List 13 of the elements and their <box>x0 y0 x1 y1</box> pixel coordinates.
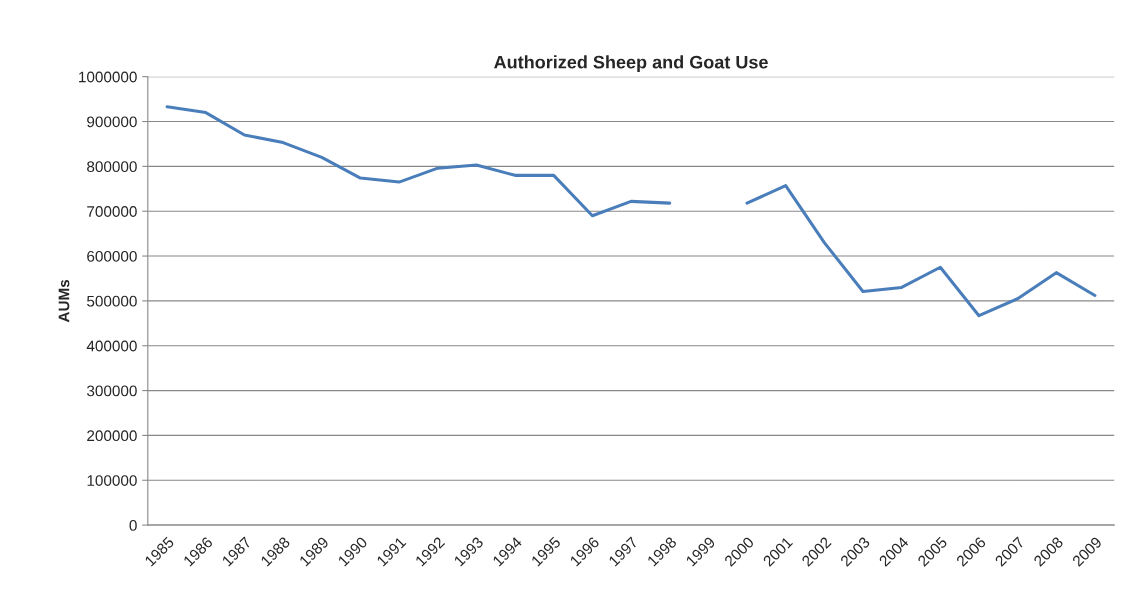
y-tick-label: 300000 <box>87 385 137 397</box>
y-tick-label: 800000 <box>87 161 137 173</box>
y-tick-label: 100000 <box>87 475 137 486</box>
y-tick-label: 1000000 <box>79 71 137 83</box>
y-tick-label: 200000 <box>87 430 137 442</box>
y-tick-label: 0 <box>129 519 137 531</box>
y-tick-label: 600000 <box>87 250 137 262</box>
y-tick-label: 500000 <box>87 295 137 307</box>
y-tick-label: 900000 <box>87 116 137 128</box>
chart-title: Authorized Sheep and Goat Use <box>494 55 768 73</box>
y-axis-title: AUMs <box>58 279 70 323</box>
y-tick-label: 400000 <box>86 340 137 352</box>
y-tick-label: 700000 <box>87 206 137 217</box>
